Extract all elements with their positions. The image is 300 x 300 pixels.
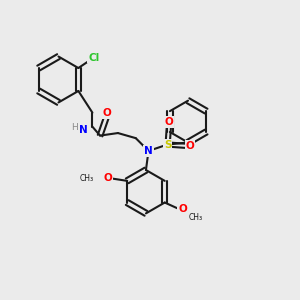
Text: O: O — [178, 204, 187, 214]
Text: O: O — [186, 141, 194, 151]
Text: N: N — [79, 125, 88, 135]
Text: N: N — [144, 146, 153, 156]
Text: CH₃: CH₃ — [188, 213, 203, 222]
Text: O: O — [102, 108, 111, 118]
Text: S: S — [164, 140, 171, 149]
Text: Cl: Cl — [88, 52, 100, 63]
Text: O: O — [104, 173, 112, 183]
Text: CH₃: CH₃ — [79, 174, 93, 183]
Text: O: O — [164, 117, 173, 127]
Text: H: H — [71, 124, 77, 132]
